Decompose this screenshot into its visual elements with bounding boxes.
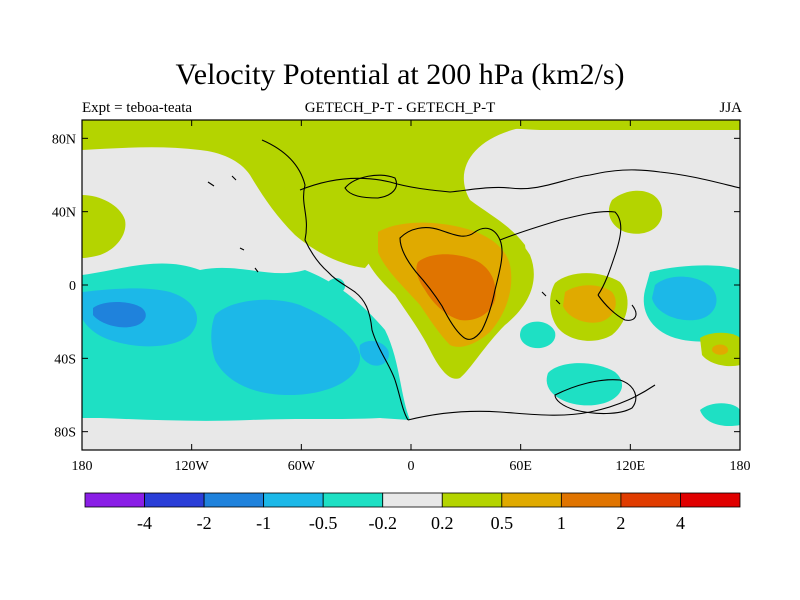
- plot-title: Velocity Potential at 200 hPa (km2/s): [175, 58, 625, 91]
- y-tick-label: 40N: [52, 206, 76, 221]
- case-label: GETECH_P-T - GETECH_P-T: [304, 100, 496, 116]
- coastline-greenland: [344, 174, 397, 199]
- coastline-north-america: [261, 139, 409, 421]
- contour-north-positive-left-wing: [82, 195, 126, 258]
- contour-east-blue: [652, 276, 717, 321]
- y-tick-label: 80N: [52, 132, 76, 147]
- colorbar-swatch: [501, 492, 562, 508]
- coastline-north-arctic: [299, 169, 740, 193]
- experiment-label: Expt = teboa-teata: [82, 100, 193, 116]
- contour-south-negative-atlantic: [520, 321, 556, 349]
- contour-south-negative-aus: [700, 403, 740, 427]
- x-tick-label: 120W: [175, 459, 210, 474]
- coastline-southern-arc: [407, 384, 656, 421]
- coastline-islands: [207, 175, 561, 305]
- y-axis: 80N 40N 0 40S 80S: [52, 132, 740, 441]
- y-tick-label: 40S: [54, 352, 76, 367]
- colorbar-swatch: [441, 492, 503, 508]
- x-tick-label: 120E: [616, 459, 646, 474]
- season-label: JJA: [719, 100, 742, 116]
- contour-africa-max: [416, 254, 496, 321]
- contour-far-east-orange: [712, 344, 729, 355]
- x-axis: 180 120W 60W 0 60E 120E 180: [72, 120, 751, 474]
- contour-north-positive-band: [82, 132, 370, 268]
- coastline-europe-africa: [399, 227, 503, 340]
- y-tick-label: 80S: [54, 426, 76, 441]
- colorbar-swatch: [263, 492, 324, 508]
- contour-east-orange: [563, 285, 616, 323]
- x-tick-label: 60W: [288, 459, 316, 474]
- coastline-australia: [554, 379, 637, 415]
- colorbar-swatch: [680, 492, 741, 508]
- contour-atl-blue: [359, 340, 389, 366]
- colorbar-label: 1: [557, 513, 566, 533]
- colorbar-label: -4: [137, 513, 152, 533]
- colorbar-label: -0.2: [368, 513, 397, 533]
- colorbar-label: -0.5: [309, 513, 338, 533]
- colorbar-label: 0.2: [431, 513, 454, 533]
- contour-south-pacific-blue: [211, 299, 361, 395]
- x-tick-label: 60E: [509, 459, 532, 474]
- colorbar-swatch: [322, 492, 384, 508]
- contour-east-positive: [608, 190, 663, 234]
- y-tick-label: 0: [69, 279, 76, 294]
- colorbar: -4 -2 -1 -0.5 -0.2 0.2 0.5 1 2 4: [84, 492, 741, 533]
- x-tick-label: 180: [72, 459, 93, 474]
- colorbar-swatch: [382, 492, 443, 508]
- colorbar-swatch: [203, 492, 265, 508]
- map-field: [82, 120, 740, 450]
- colorbar-swatch: [620, 492, 681, 508]
- colorbar-swatch: [560, 492, 622, 508]
- colorbar-swatch: [144, 492, 205, 508]
- colorbar-label: -1: [256, 513, 271, 533]
- coastline-east-peninsula: [597, 294, 637, 321]
- x-tick-label: 180: [730, 459, 751, 474]
- contour-south-negative-small-atl: [328, 278, 345, 294]
- coastline-asia: [499, 211, 622, 296]
- coastlines: [207, 139, 740, 421]
- contour-west-pacific-min: [93, 302, 146, 328]
- colorbar-label: -2: [197, 513, 212, 533]
- colorbar-label: 0.5: [491, 513, 514, 533]
- colorbar-label: 4: [676, 513, 685, 533]
- colorbar-swatch: [84, 492, 145, 508]
- colorbar-label: 2: [616, 513, 625, 533]
- x-tick-label: 0: [408, 459, 415, 474]
